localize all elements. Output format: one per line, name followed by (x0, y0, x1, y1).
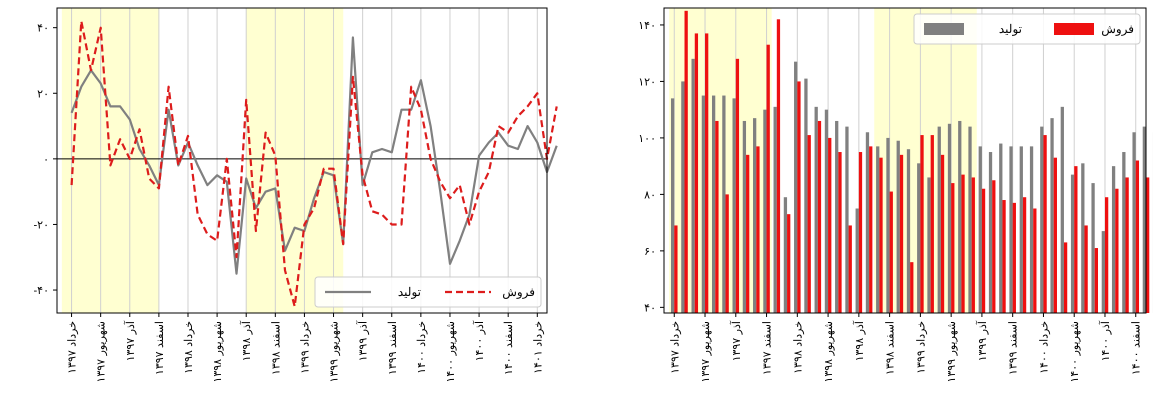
y-tick-label: ۰ (43, 153, 49, 166)
y-tick-label: -۲۰ (33, 218, 49, 231)
x-tick-label: اسفند ۱۴۰۰ (502, 321, 515, 375)
x-tick-label: خرداد ۱۴۰۱ (531, 321, 544, 374)
x-tick-label: آذر ۱۳۹۹ (357, 320, 370, 361)
x-tick-label: خرداد ۱۴۰۰ (415, 321, 428, 374)
x-tick-label: خرداد ۱۳۹۸ (182, 321, 195, 374)
y-tick-label: -۴۰ (33, 284, 49, 297)
x-tick-label: اسفند ۱۳۹۷ (153, 321, 166, 375)
legend (314, 276, 542, 308)
x-tick-label: آذر ۱۴۰۰ (473, 320, 486, 361)
x-tick-label: خرداد ۱۳۹۷ (66, 321, 79, 374)
legend-label-production: تولید (398, 285, 421, 299)
x-tick-label: آذر ۱۳۹۷ (124, 320, 137, 361)
legend-label-sales: فروش (502, 285, 535, 299)
x-tick-label: شهریور ۱۳۹۷ (95, 321, 108, 383)
y-tick-label: ۴۰ (37, 22, 49, 35)
x-tick-label: شهریور ۱۳۹۹ (328, 321, 341, 383)
x-tick-label: اسفند ۱۳۹۸ (269, 321, 282, 375)
y-tick-label: ۲۰ (37, 87, 49, 100)
x-tick-label: آذر ۱۳۹۸ (240, 320, 253, 361)
plot-frame (56, 7, 548, 314)
shaded-period-2 (246, 8, 344, 313)
x-tick-label: شهریور ۱۴۰۰ (444, 321, 457, 383)
x-tick-label: شهریور ۱۳۹۸ (211, 321, 224, 383)
x-tick-label: اسفند ۱۳۹۹ (386, 321, 399, 375)
x-tick-label: خرداد ۱۳۹۹ (298, 321, 311, 374)
series-line-sales (70, 20, 558, 308)
series-line-production (70, 36, 558, 275)
